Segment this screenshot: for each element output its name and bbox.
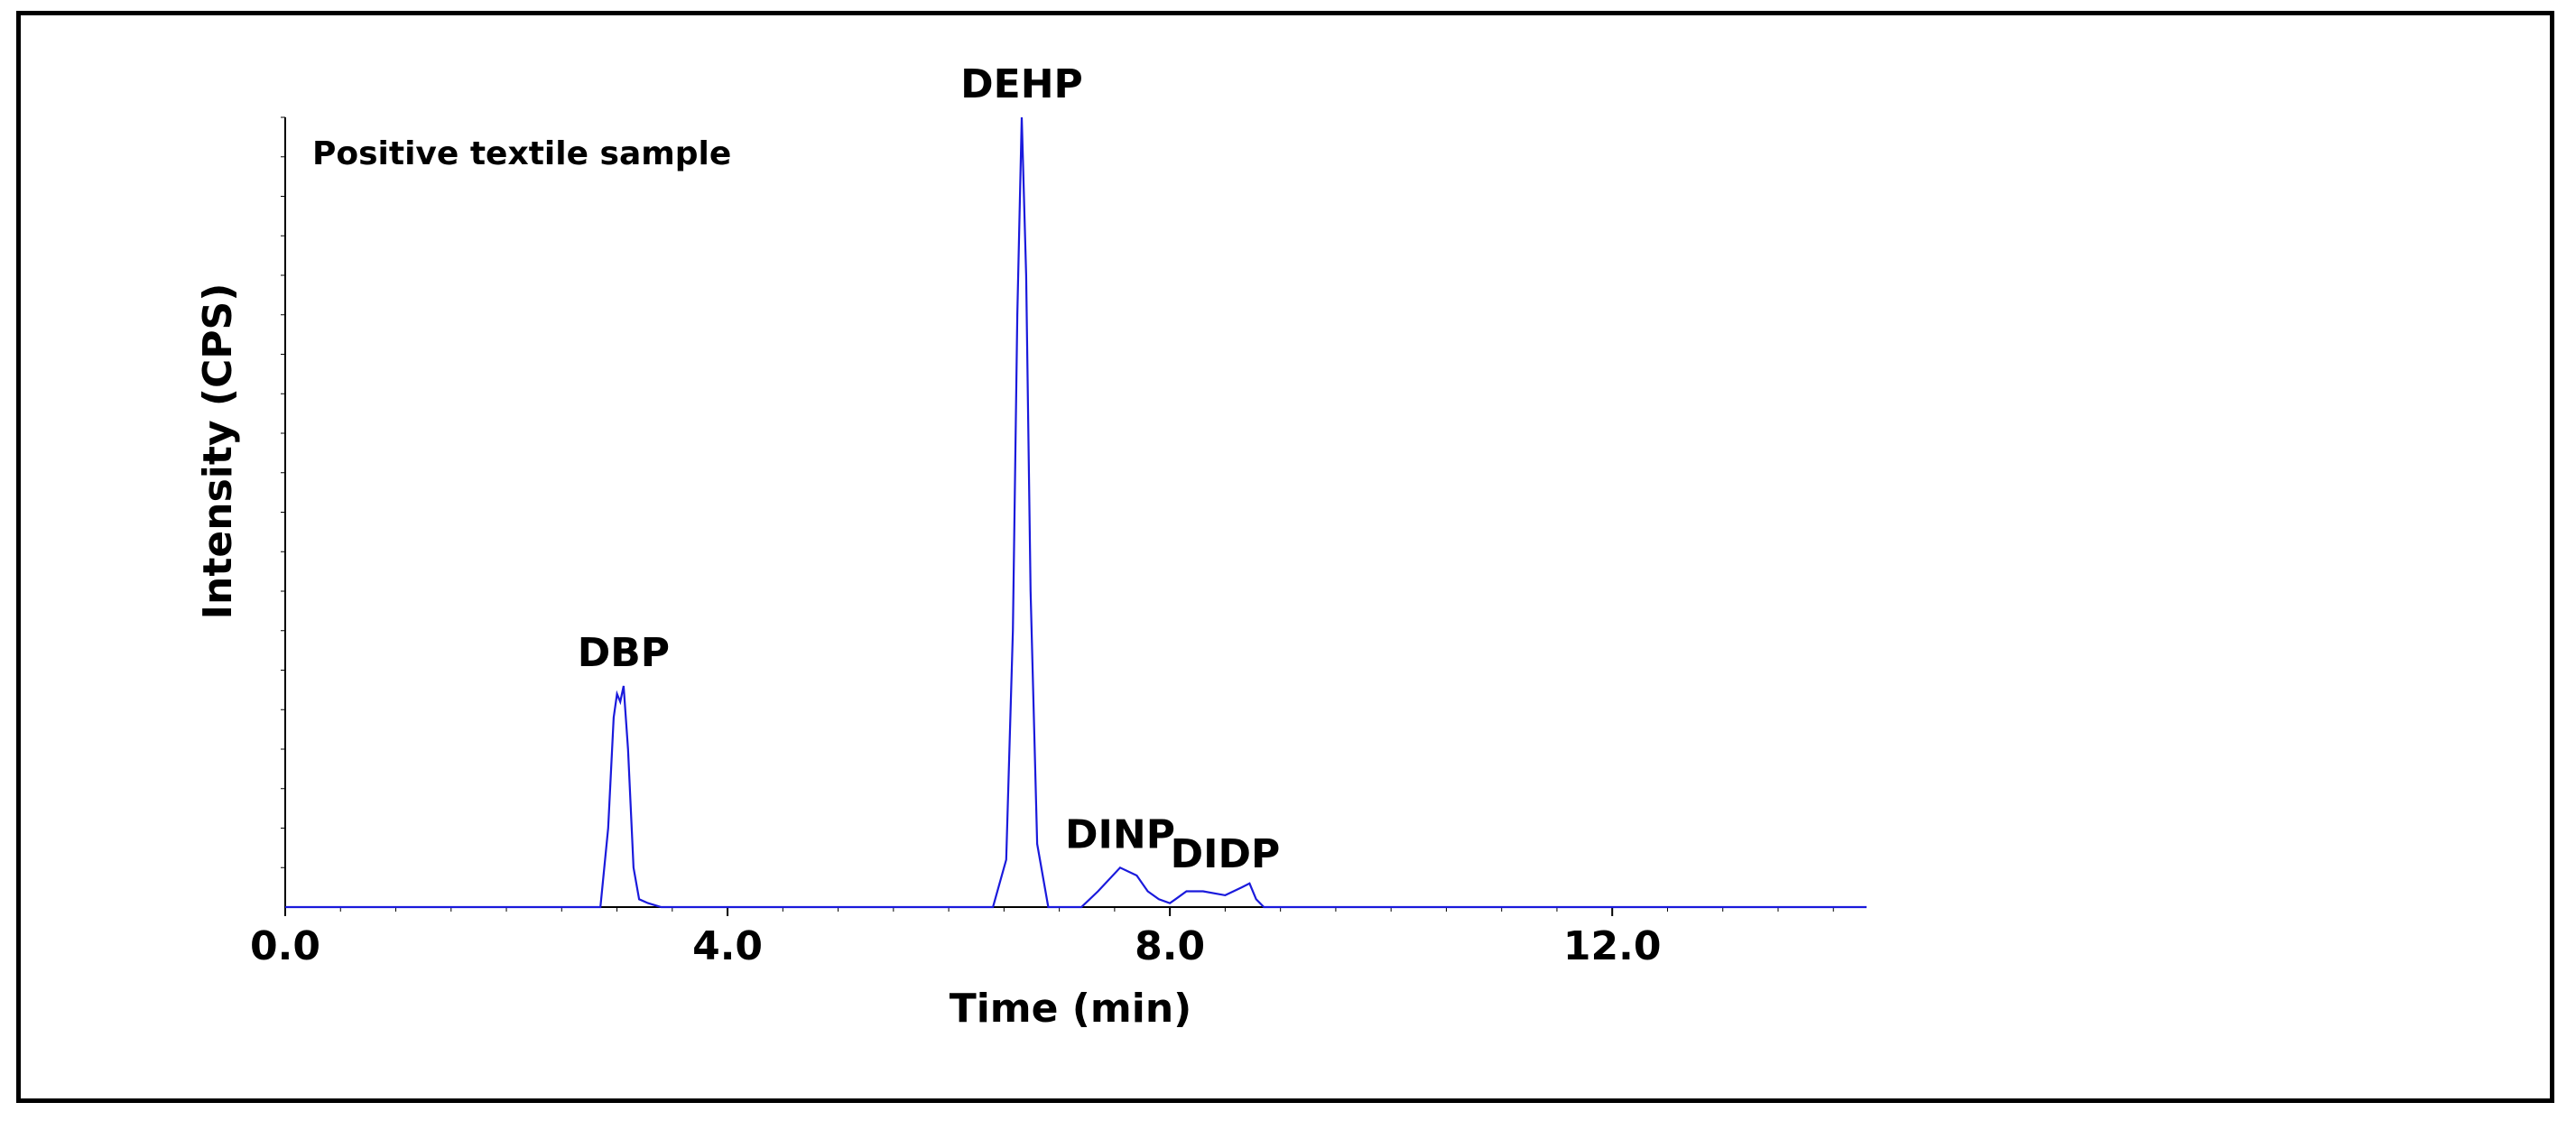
y-axis-label: Intensity (CPS) <box>195 283 241 620</box>
peak-label-dbp: DBP <box>578 630 670 676</box>
y-minor-ticks <box>281 116 285 868</box>
chart-subtitle: Positive textile sample <box>312 135 731 172</box>
peak-label-dinp: DINP <box>1065 811 1175 857</box>
x-tick-label-2: 8.0 <box>1135 923 1205 969</box>
series-line <box>285 116 1867 909</box>
x-tick-label-1: 4.0 <box>692 923 763 969</box>
figure-frame <box>16 11 2554 1103</box>
peak-label-didp: DIDP <box>1171 831 1281 877</box>
x-axis-label: Time (min) <box>950 986 1192 1032</box>
x-ticks: 0.0 4.0 8.0 12.0 <box>250 907 1834 969</box>
peak-label-dehp: DEHP <box>960 61 1083 107</box>
axes <box>284 117 1867 908</box>
x-tick-label-3: 12.0 <box>1563 923 1662 969</box>
x-tick-label-0: 0.0 <box>250 923 320 969</box>
